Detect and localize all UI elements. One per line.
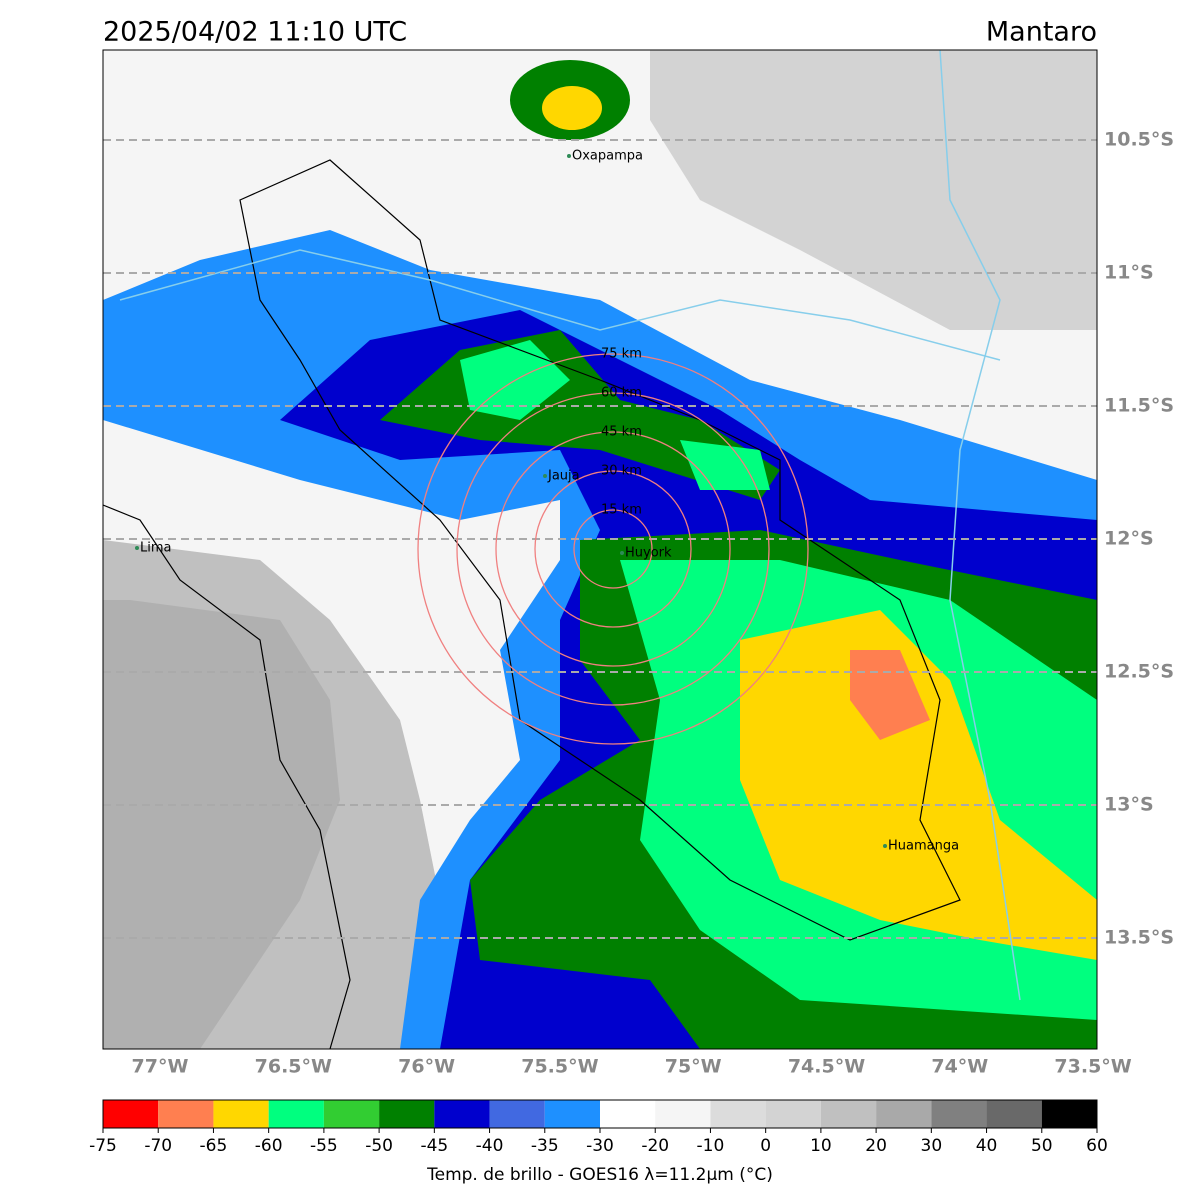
ring-label: 75 km [601, 347, 642, 362]
colorbar-tick-label: -50 [365, 1136, 393, 1156]
colorbar-bin [158, 1100, 214, 1128]
lon-label: 73.5°W [1054, 1056, 1131, 1078]
colorbar-bin [876, 1100, 932, 1128]
ring-label: 45 km [601, 425, 642, 440]
colorbar-bin [489, 1100, 545, 1128]
range-ring [534, 470, 692, 628]
colorbar-tick-label: -10 [697, 1136, 725, 1156]
colorbar-bin [434, 1100, 490, 1128]
colorbar-bin [268, 1100, 324, 1128]
river [119, 50, 1021, 1001]
colorbar-bin [655, 1100, 711, 1128]
lon-label: 76.5°W [255, 1056, 332, 1078]
colorbar-bin [213, 1100, 269, 1128]
colorbar-tick-label: -20 [641, 1136, 669, 1156]
ring-label: 15 km [601, 503, 642, 518]
lat-label: 10.5°S [1104, 129, 1174, 151]
satellite-image: 15 km 30 km 45 km 60 km 75 km Oxapampa Jauja H… [103, 50, 1097, 1049]
colorbar-label: Temp. de brillo - GOES16 λ=11.2μm (°C) [426, 1165, 773, 1185]
colorbar-tick-label: -35 [531, 1136, 559, 1156]
colorbar-tick-label: 30 [921, 1136, 943, 1156]
colorbar-bin [544, 1100, 600, 1128]
colorbar-bin [103, 1100, 159, 1128]
place-marker [543, 474, 547, 478]
lon-label: 76°W [398, 1056, 455, 1078]
colorbar-tick-label: 0 [760, 1136, 771, 1156]
colorbar-tick-label: 40 [976, 1136, 998, 1156]
place-label: Lima [140, 541, 171, 556]
colorbar-bin [710, 1100, 766, 1128]
colorbar-tick-label: -70 [144, 1136, 172, 1156]
ring-label: 60 km [601, 386, 642, 401]
lon-label: 77°W [132, 1056, 189, 1078]
colorbar-tick-label: -60 [255, 1136, 283, 1156]
lon-label: 75°W [665, 1056, 722, 1078]
place-label: Oxapampa [572, 149, 643, 164]
ring-label: 30 km [601, 464, 642, 479]
place-marker [883, 844, 887, 848]
lat-label: 11°S [1104, 262, 1154, 284]
very-cold-tops [740, 610, 1097, 960]
colorbar-tick-label: -55 [310, 1136, 338, 1156]
lat-label: 13.5°S [1104, 927, 1174, 949]
colorbar-bin [820, 1100, 877, 1128]
places: Oxapampa Jauja Huyork Lima Huamanga [135, 149, 959, 854]
cloud-free-region [650, 50, 1097, 330]
lon-label: 74.5°W [788, 1056, 865, 1078]
colorbar-tick-label: 50 [1031, 1136, 1053, 1156]
lat-label: 11.5°S [1104, 395, 1174, 417]
colorbar-bin [600, 1100, 656, 1128]
very-cold-tops [542, 86, 602, 130]
place-label: Huamanga [888, 839, 959, 854]
map-frame [102, 49, 1098, 1050]
range-ring [495, 431, 731, 667]
range-ring [573, 509, 653, 589]
coastline [103, 504, 351, 1049]
lat-label: 12.5°S [1104, 661, 1174, 683]
range-rings: 15 km 30 km 45 km 60 km 75 km [417, 347, 809, 745]
colorbar-tick-label: -75 [89, 1136, 117, 1156]
place-label: Huyork [625, 546, 672, 561]
lat-label: 13°S [1104, 794, 1154, 816]
datetime: 2025/04/02 11:10 UTC [103, 17, 407, 48]
colorbar-tick-label: 20 [865, 1136, 887, 1156]
lat-label: 12°S [1104, 528, 1154, 550]
colorbar: -75 -70 -65 -60 -55 -50 -45 -40 -35 -30 -20 -10 0 10 2… [89, 1099, 1108, 1156]
colorbar-tick-label: -30 [586, 1136, 614, 1156]
colorbar-bin [1041, 1100, 1097, 1128]
basin-boundary [239, 159, 961, 941]
colorbar-bin [379, 1100, 435, 1128]
colorbar-tick-label: 10 [810, 1136, 832, 1156]
colorbar-bin [323, 1100, 380, 1128]
colorbar-tick-label: -40 [476, 1136, 504, 1156]
colorbar-tick-label: 60 [1086, 1136, 1108, 1156]
colorbar-bin [765, 1100, 821, 1128]
cloud-free-region [103, 600, 340, 1049]
range-ring [417, 353, 809, 745]
axes: 77°W 76.5°W 76°W 75.5°W 75°W 74.5°W 74°W 73.5°W… [132, 129, 1175, 1078]
colorbar-bin [986, 1100, 1042, 1128]
place-label: Jauja [547, 469, 580, 484]
region: Mantaro [986, 17, 1097, 48]
colorbar-tick-label: -45 [420, 1136, 448, 1156]
place-marker [620, 551, 624, 555]
lon-label: 75.5°W [521, 1056, 598, 1078]
range-ring [456, 392, 770, 706]
place-marker [567, 154, 571, 158]
place-marker [135, 546, 139, 550]
colorbar-bin [931, 1100, 987, 1128]
colorbar-tick-label: -65 [200, 1136, 228, 1156]
lon-label: 74°W [931, 1056, 988, 1078]
